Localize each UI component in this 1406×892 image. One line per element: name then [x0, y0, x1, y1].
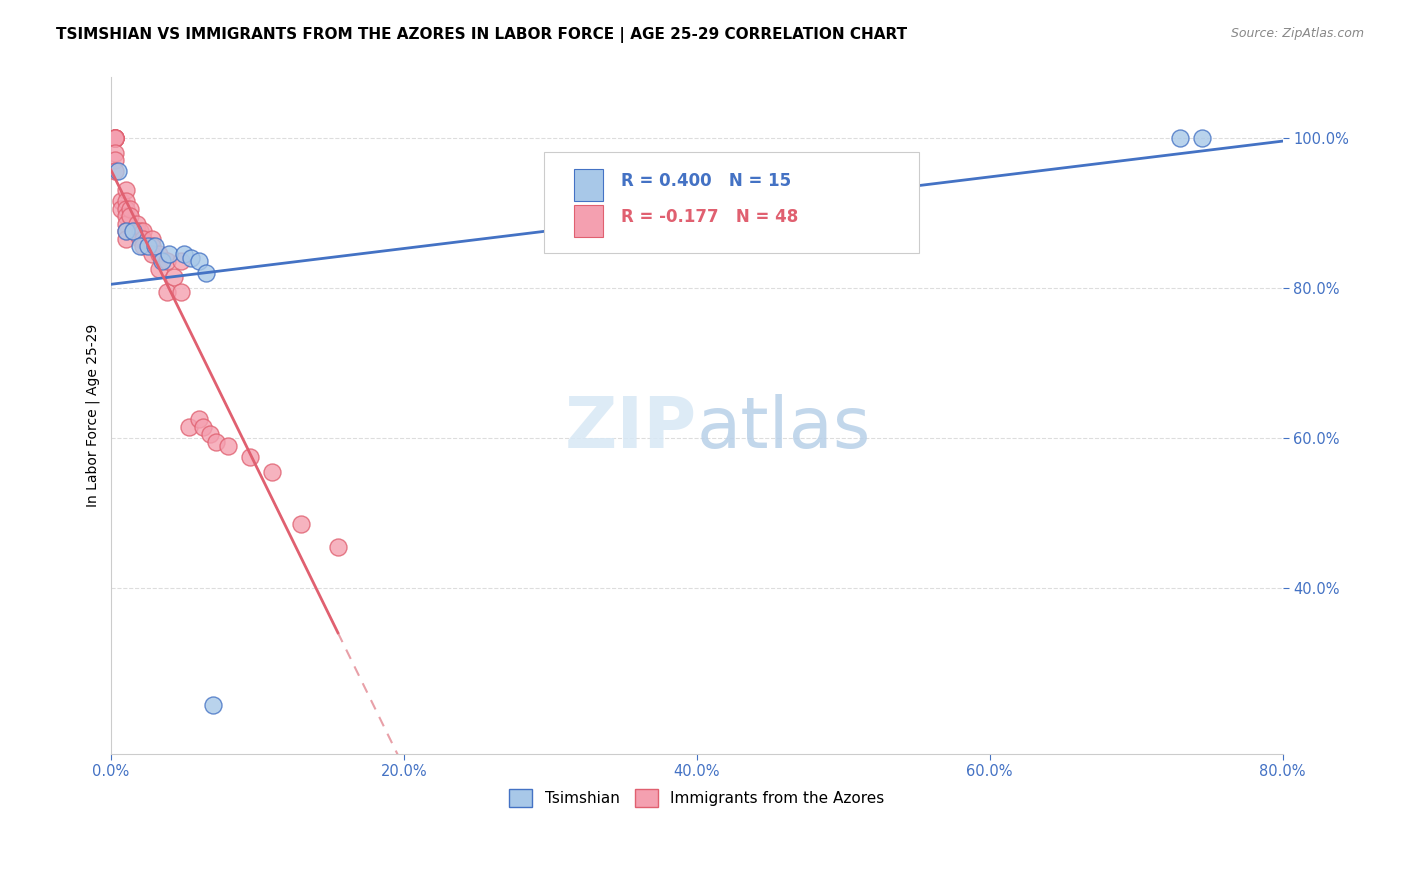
Point	[148, 247, 170, 261]
Text: R = 0.400   N = 15: R = 0.400 N = 15	[620, 172, 790, 190]
Point	[148, 262, 170, 277]
Point	[163, 269, 186, 284]
FancyBboxPatch shape	[574, 169, 603, 202]
Point	[118, 210, 141, 224]
Point	[132, 224, 155, 238]
Point	[155, 254, 177, 268]
Text: TSIMSHIAN VS IMMIGRANTS FROM THE AZORES IN LABOR FORCE | AGE 25-29 CORRELATION C: TSIMSHIAN VS IMMIGRANTS FROM THE AZORES …	[56, 27, 907, 43]
Point	[104, 145, 127, 160]
Point	[177, 419, 200, 434]
Point	[260, 465, 283, 479]
FancyBboxPatch shape	[544, 152, 920, 253]
Point	[141, 232, 163, 246]
Point	[170, 285, 193, 299]
Point	[104, 130, 127, 145]
Point	[200, 427, 222, 442]
Point	[132, 239, 155, 253]
Point	[114, 217, 136, 231]
Point	[180, 251, 202, 265]
Text: R = -0.177   N = 48: R = -0.177 N = 48	[620, 208, 797, 226]
Point	[114, 210, 136, 224]
Point	[193, 419, 215, 434]
Point	[141, 239, 163, 253]
Point	[114, 224, 136, 238]
Point	[114, 224, 136, 238]
Point	[104, 130, 127, 145]
Point	[239, 450, 262, 464]
Point	[104, 153, 127, 167]
Point	[217, 438, 239, 452]
Point	[141, 247, 163, 261]
Point	[114, 183, 136, 197]
Point	[114, 202, 136, 216]
FancyBboxPatch shape	[574, 204, 603, 237]
Point	[110, 202, 132, 216]
Point	[122, 224, 145, 238]
Point	[127, 217, 149, 231]
Point	[195, 266, 218, 280]
Point	[104, 130, 127, 145]
Point	[290, 517, 312, 532]
Point	[187, 412, 209, 426]
Point	[150, 254, 173, 268]
Point	[129, 224, 152, 238]
Point	[136, 239, 159, 253]
Point	[202, 698, 225, 712]
Point	[114, 194, 136, 209]
Legend: Tsimshian, Immigrants from the Azores: Tsimshian, Immigrants from the Azores	[503, 782, 890, 814]
Point	[132, 232, 155, 246]
Point	[1168, 130, 1191, 145]
Point	[114, 232, 136, 246]
Point	[107, 164, 129, 178]
Y-axis label: In Labor Force | Age 25-29: In Labor Force | Age 25-29	[86, 324, 100, 508]
Point	[129, 232, 152, 246]
Point	[127, 224, 149, 238]
Text: ZIP: ZIP	[564, 394, 697, 464]
Point	[143, 239, 166, 253]
Point	[104, 164, 127, 178]
Point	[129, 239, 152, 253]
Point	[159, 247, 181, 261]
Text: atlas: atlas	[697, 394, 872, 464]
Point	[104, 130, 127, 145]
Point	[205, 434, 228, 449]
Point	[170, 254, 193, 268]
Point	[104, 130, 127, 145]
Point	[122, 224, 145, 238]
Point	[326, 540, 349, 554]
Point	[155, 285, 177, 299]
Point	[187, 254, 209, 268]
Text: Source: ZipAtlas.com: Source: ZipAtlas.com	[1230, 27, 1364, 40]
Point	[110, 194, 132, 209]
Point	[104, 130, 127, 145]
Point	[173, 247, 195, 261]
Point	[118, 202, 141, 216]
Point	[1191, 130, 1213, 145]
